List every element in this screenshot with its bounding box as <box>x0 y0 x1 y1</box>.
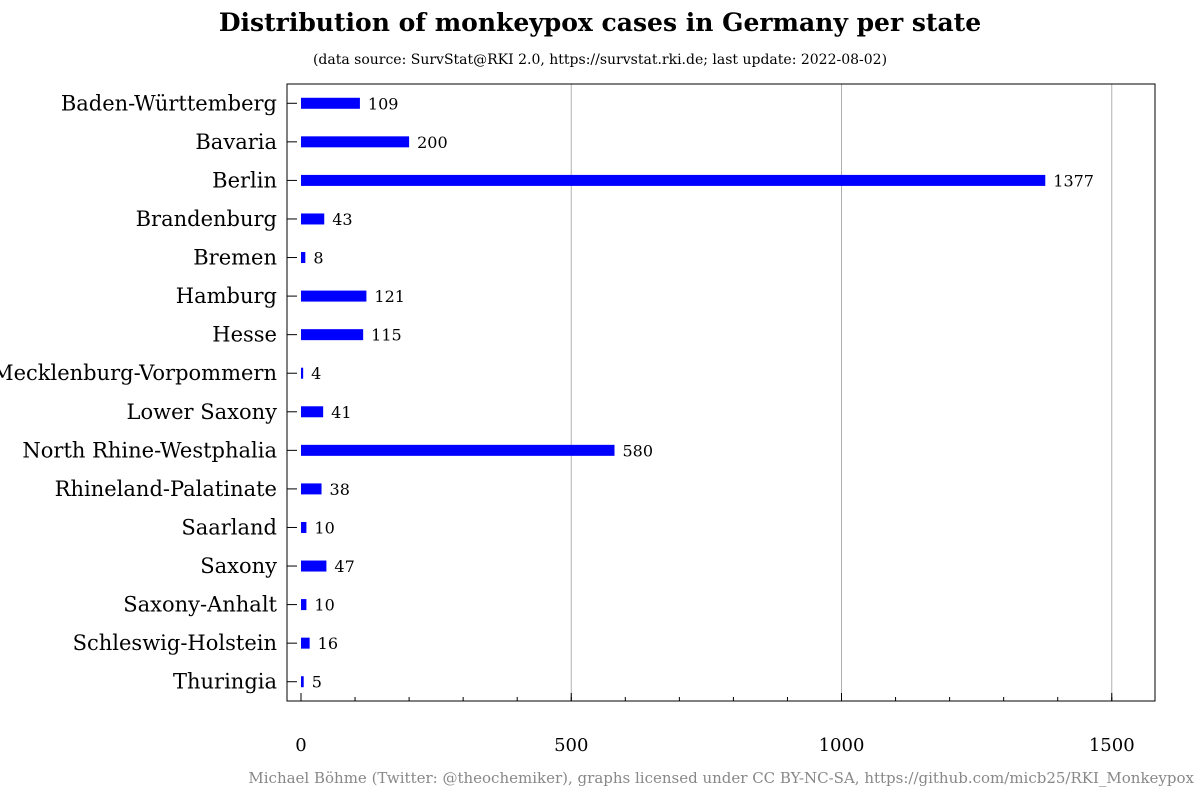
x-tick-label: 1000 <box>819 735 865 756</box>
category-label: Berlin <box>212 168 277 192</box>
x-tick-label: 1500 <box>1089 735 1135 756</box>
bar <box>301 290 367 302</box>
chart-title: Distribution of monkeypox cases in Germa… <box>218 8 982 37</box>
data-label: 8 <box>313 249 323 268</box>
gridlines <box>570 84 1113 701</box>
category-label: Schleswig-Holstein <box>73 631 277 655</box>
category-label: Mecklenburg-Vorpommern <box>0 361 277 385</box>
x-tick-label: 500 <box>554 735 588 756</box>
bar <box>301 367 304 379</box>
bar <box>301 676 304 688</box>
category-label: Hesse <box>212 323 277 347</box>
category-label: Bremen <box>193 246 277 270</box>
data-label: 4 <box>311 364 321 383</box>
bar <box>301 136 410 148</box>
data-label: 10 <box>314 518 334 537</box>
category-label: Baden-Württemberg <box>61 91 277 115</box>
category-label: Saarland <box>181 515 277 539</box>
bar <box>301 329 364 341</box>
data-label: 200 <box>417 133 448 152</box>
data-label: 41 <box>331 403 351 422</box>
category-label: Rhineland-Palatinate <box>55 477 277 501</box>
bar <box>301 444 615 456</box>
bar <box>301 521 307 533</box>
category-label: Brandenburg <box>136 207 277 231</box>
data-label: 121 <box>374 287 405 306</box>
data-label: 580 <box>622 441 653 460</box>
bar <box>301 560 327 572</box>
bar <box>301 637 310 649</box>
category-label: Saxony-Anhalt <box>123 593 277 617</box>
category-label: Thuringia <box>173 670 277 694</box>
chart-subtitle: (data source: SurvStat@RKI 2.0, https://… <box>312 52 888 68</box>
data-label: 10 <box>314 596 334 615</box>
category-label: Saxony <box>200 554 277 578</box>
data-label: 5 <box>312 673 322 692</box>
category-label: Hamburg <box>176 284 277 308</box>
data-label: 115 <box>371 326 402 345</box>
x-axis-ticks: 0 500 1000 1500 <box>295 693 1135 756</box>
bar <box>301 599 307 611</box>
data-label: 109 <box>368 94 399 113</box>
data-label: 1377 <box>1053 171 1094 190</box>
category-label: North Rhine-Westphalia <box>22 438 277 462</box>
data-label: 43 <box>332 210 352 229</box>
data-label: 38 <box>330 480 350 499</box>
category-labels: Baden-Württemberg Bavaria Berlin Brandenbur… <box>0 91 297 694</box>
category-label: Bavaria <box>195 130 277 154</box>
bar <box>301 252 306 264</box>
chart-footer: Michael Böhme (Twitter: @theochemiker), … <box>248 769 1194 787</box>
x-tick-label: 0 <box>295 735 306 756</box>
bar <box>301 406 324 418</box>
bars: 109 200 1377 43 8 121 115 4 41 580 38 10 47 10 16 5 <box>301 94 1094 692</box>
bar <box>301 483 322 495</box>
bar <box>301 174 1046 186</box>
bar <box>301 213 325 225</box>
data-label: 47 <box>334 557 354 576</box>
plot-frame <box>286 83 1156 702</box>
category-label: Lower Saxony <box>127 400 278 424</box>
data-label: 16 <box>318 634 338 653</box>
bar <box>301 97 360 109</box>
